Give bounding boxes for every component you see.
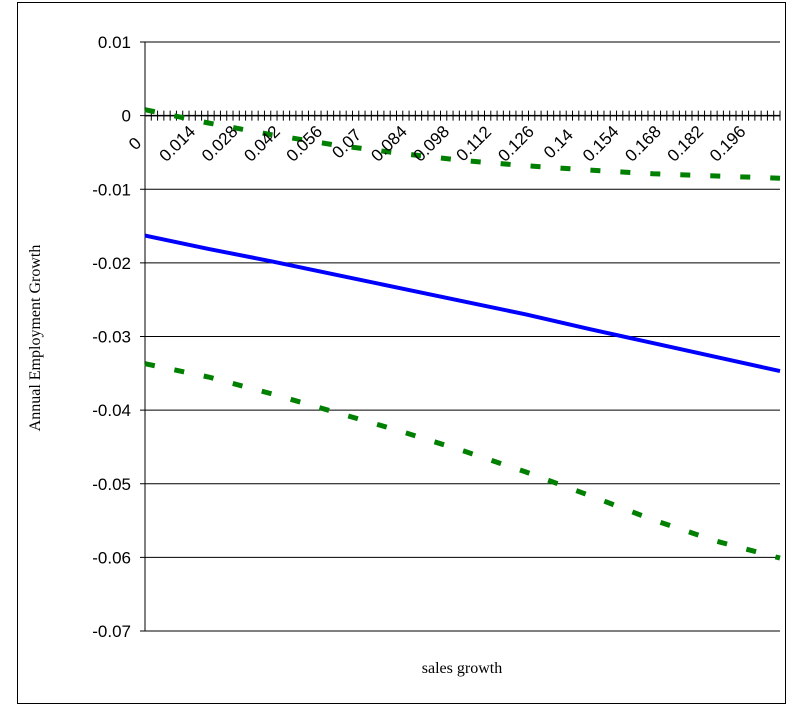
y-tick-label-0: 0.01 — [98, 33, 131, 52]
x-tick-label-8: 0.112 — [452, 122, 495, 165]
x-tick-label-4: 0.056 — [283, 122, 327, 166]
y-tick-label-5: -0.04 — [92, 401, 131, 420]
x-tick-label-1: 0.014 — [156, 122, 200, 166]
x-tick-label-12: 0.168 — [621, 122, 665, 166]
x-tick-label-6: 0.084 — [367, 122, 411, 166]
series — [144, 107, 781, 561]
y-tick-label-8: -0.07 — [92, 622, 131, 641]
y-tick-label-2: -0.01 — [92, 180, 131, 199]
x-tick-label-14: 0.196 — [706, 122, 750, 166]
x-tick-label-13: 0.182 — [664, 122, 708, 166]
y-tick-label-4: -0.03 — [92, 328, 131, 347]
y-tick-label-7: -0.06 — [92, 548, 131, 567]
x-tick-label-3: 0.042 — [240, 122, 284, 166]
x-tick-label-10: 0.14 — [540, 125, 577, 162]
series-line-2 — [144, 361, 781, 561]
x-tick-label-9: 0.126 — [494, 122, 538, 166]
x-axis-title: sales growth — [422, 660, 502, 677]
x-tick-label-0: 0 — [125, 134, 145, 154]
y-axis-title: Annual Employment Growth — [27, 245, 44, 432]
x-tick-label-5: 0.07 — [328, 125, 365, 162]
y-tick-labels: 0.01 0 -0.01 -0.02 -0.03 -0.04 -0.05 -0.06 -0.07 — [92, 33, 131, 641]
y-tick-label-6: -0.05 — [92, 475, 131, 494]
y-tick-label-3: -0.02 — [92, 254, 131, 273]
axes — [140, 41, 781, 632]
y-tick-label-1: 0 — [122, 107, 131, 126]
series-line-0 — [144, 233, 781, 374]
x-tick-label-11: 0.154 — [579, 122, 623, 166]
